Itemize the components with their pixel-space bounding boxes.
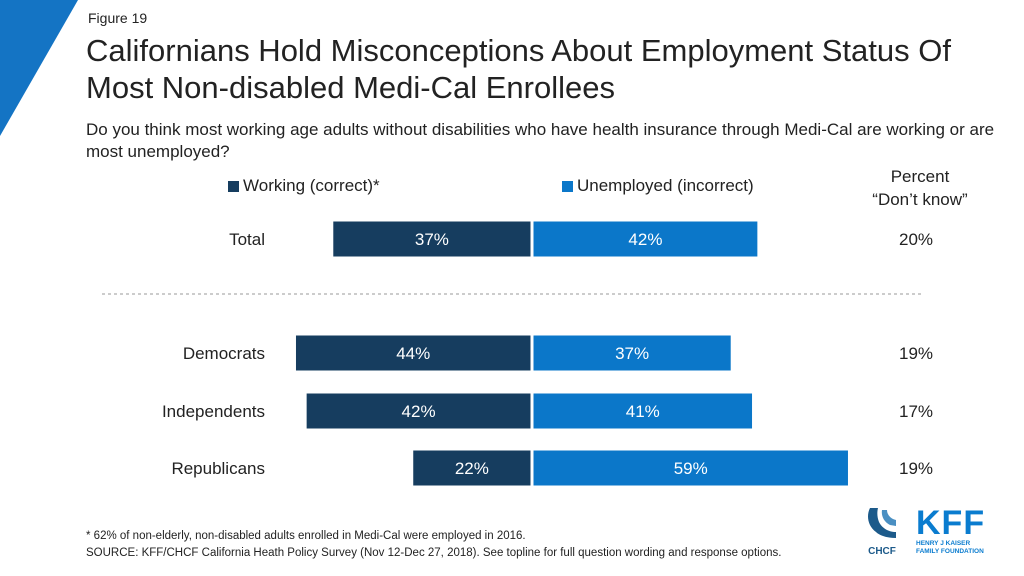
legend-swatch-unemployed <box>562 180 573 192</box>
bar-working <box>295 335 531 371</box>
bar-unemployed <box>533 393 753 429</box>
dont-know-header: Percent “Don’t know” <box>850 165 990 211</box>
category-label: Independents <box>162 402 265 421</box>
bar-working <box>306 393 531 429</box>
bar-label-working: 37% <box>415 230 449 249</box>
dont-know-header-line2: “Don’t know” <box>872 190 968 209</box>
bar-unemployed <box>533 335 731 371</box>
bar-label-unemployed: 41% <box>626 402 660 421</box>
footnote: * 62% of non-elderly, non-disabled adult… <box>86 530 526 542</box>
dont-know-value: 17% <box>899 402 933 421</box>
kff-logo-text: KFF <box>916 504 986 542</box>
dont-know-value: 19% <box>899 344 933 363</box>
legend-label-unemployed: Unemployed (incorrect) <box>577 176 754 195</box>
bar-label-working: 42% <box>402 402 436 421</box>
category-label: Democrats <box>183 344 265 363</box>
corner-accent <box>0 0 78 136</box>
kff-logo: KFF HENRY J KAISER FAMILY FOUNDATION <box>916 506 996 556</box>
dont-know-header-line1: Percent <box>890 167 950 186</box>
chcf-bear-icon <box>868 508 896 538</box>
source-note: SOURCE: KFF/CHCF California Heath Policy… <box>86 547 782 559</box>
dont-know-value: 20% <box>899 230 933 249</box>
chart-title: Californians Hold Misconceptions About E… <box>86 33 951 105</box>
chcf-logo: CHCF <box>860 506 904 557</box>
chart-subtitle: Do you think most working age adults wit… <box>86 120 995 161</box>
kff-logo-sub2: FAMILY FOUNDATION <box>916 548 984 555</box>
kff-logo-sub1: HENRY J KAISER <box>916 540 971 547</box>
bar-unemployed <box>533 450 848 486</box>
bar-label-working: 44% <box>396 344 430 363</box>
dont-know-value: 19% <box>899 459 933 478</box>
bar-label-unemployed: 42% <box>628 230 662 249</box>
legend-working: Working (correct)* <box>228 176 380 196</box>
figure-label: Figure 19 <box>88 10 148 26</box>
chcf-logo-text: CHCF <box>868 546 896 557</box>
bar-label-unemployed: 37% <box>615 344 649 363</box>
bar-unemployed <box>533 221 758 257</box>
legend-label-working: Working (correct)* <box>243 176 380 195</box>
legend-unemployed: Unemployed (incorrect) <box>562 176 754 196</box>
bar-working <box>333 221 531 257</box>
category-label: Republicans <box>171 459 265 478</box>
bar-label-unemployed: 59% <box>674 459 708 478</box>
category-label: Total <box>229 230 265 249</box>
legend-swatch-working <box>228 180 239 192</box>
bar-label-working: 22% <box>455 459 489 478</box>
bar-working <box>413 450 531 486</box>
